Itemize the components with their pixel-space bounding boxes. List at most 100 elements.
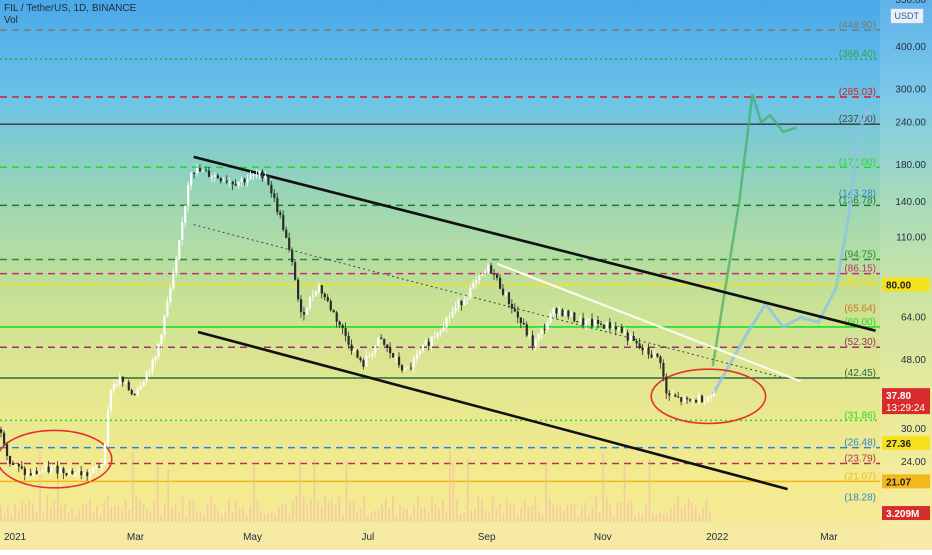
volume-bar [174, 503, 177, 522]
candle-body [341, 325, 344, 329]
level-label-3: (237.00) [839, 114, 876, 125]
price-badge-label-0: 80.00 [886, 280, 911, 291]
candle-body [356, 350, 359, 358]
candle-body [44, 466, 47, 472]
level-label-8: (86.15) [844, 264, 876, 275]
level-label-13: (42.45) [844, 368, 876, 379]
volume-bar [206, 504, 209, 522]
candle-body [430, 336, 433, 346]
candle-body [0, 429, 3, 433]
volume-bar [46, 494, 48, 522]
volume-bar [531, 506, 533, 522]
candle-body [602, 324, 606, 329]
candle-body [154, 356, 157, 360]
price-badge-label-4: 3.209M [886, 509, 919, 520]
candle-body [397, 356, 401, 366]
volume-label[interactable]: Vol [4, 15, 18, 26]
volume-bar [181, 496, 184, 522]
volume-bar [598, 512, 601, 522]
candle-body [668, 393, 671, 396]
candle-body [243, 178, 246, 183]
candle-body [478, 275, 481, 281]
volume-bar [709, 511, 711, 522]
currency-badge[interactable]: USDT [889, 8, 924, 24]
volume-bar [545, 463, 547, 522]
candle-body [112, 383, 116, 391]
candle-body [5, 444, 9, 456]
volume-bar [185, 515, 187, 522]
candle-body [493, 273, 496, 275]
price-badge-3[interactable] [882, 474, 930, 489]
price-badge-2[interactable] [882, 435, 930, 450]
candle-body [709, 395, 713, 398]
candle-body [222, 180, 225, 182]
volume-bar [210, 497, 212, 522]
level-label-6: (136.78) [839, 195, 876, 206]
volume-bar [117, 506, 120, 522]
resistance-line-white[interactable] [496, 262, 802, 383]
candle-body [371, 353, 374, 356]
price-tick-8: 48.00 [901, 355, 926, 366]
candle-body [531, 335, 534, 347]
candle-body [326, 297, 329, 301]
volume-bar [609, 503, 612, 522]
candle-body [570, 312, 573, 317]
candle-body [50, 467, 53, 473]
price-badge-4[interactable] [882, 506, 930, 521]
volume-bar [24, 505, 27, 522]
candle-body [118, 376, 121, 384]
volume-bar [363, 494, 366, 522]
candle-body [193, 172, 196, 174]
candle-body [665, 376, 668, 394]
volume-bar [356, 511, 358, 522]
price-badge-1[interactable] [882, 388, 930, 415]
candle-body [305, 307, 309, 315]
candle-body [29, 473, 32, 476]
price-badge-0[interactable] [882, 277, 930, 292]
candle-body [433, 336, 436, 338]
candle-body [335, 312, 338, 322]
volume-bar [399, 505, 401, 522]
candle-body [623, 332, 626, 334]
volume-bar [438, 508, 440, 522]
candle-body [291, 249, 294, 263]
candle-body [347, 335, 350, 345]
candle-body [403, 368, 407, 371]
candle-body [445, 317, 448, 328]
time-axis-bg [0, 522, 880, 550]
candle-body [594, 320, 597, 326]
candle-body [201, 170, 205, 172]
candle-body [469, 287, 472, 299]
candle-body [614, 326, 617, 330]
volume-bar [67, 512, 70, 522]
channel-lower-line[interactable] [197, 330, 788, 491]
candle-body [561, 309, 564, 316]
candle-body [353, 350, 356, 352]
candle-body [650, 354, 653, 358]
highlight-ellipse-0[interactable] [0, 429, 113, 489]
volume-bar [277, 506, 280, 522]
volume-bar [138, 499, 141, 522]
candle-body [504, 292, 508, 295]
price-tick-5: 140.00 [895, 197, 926, 208]
highlight-ellipse-1[interactable] [650, 368, 767, 425]
candle-body [95, 466, 98, 468]
level-label-12: (52.30) [844, 337, 876, 348]
level-label-1: (368.40) [839, 49, 876, 60]
candle-body [59, 468, 62, 474]
volume-bar [620, 502, 622, 522]
candle-body [264, 175, 267, 179]
volume-bar [630, 501, 633, 522]
candle-body [683, 397, 686, 402]
channel-upper-line[interactable] [193, 155, 876, 332]
candle-body [567, 310, 570, 317]
candle-body [558, 309, 561, 314]
candle-body [190, 172, 193, 186]
candle-body [549, 313, 552, 323]
candle-body [689, 399, 692, 401]
candle-body [106, 410, 110, 444]
symbol-title[interactable]: FIL / TetherUS, 1D, BINANCE [4, 3, 137, 14]
volume-bar [538, 510, 540, 522]
candle-body [74, 472, 77, 475]
